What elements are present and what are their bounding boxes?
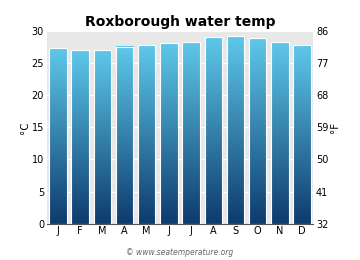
- Bar: [271, 42, 289, 224]
- Y-axis label: °F: °F: [330, 122, 340, 133]
- Title: Roxborough water temp: Roxborough water temp: [85, 15, 275, 29]
- Bar: [160, 43, 177, 224]
- Bar: [227, 36, 244, 224]
- Bar: [71, 50, 89, 224]
- Bar: [138, 45, 156, 224]
- Bar: [49, 48, 67, 224]
- Bar: [183, 42, 200, 224]
- Bar: [293, 45, 311, 224]
- Bar: [204, 37, 222, 224]
- Text: © www.seatemperature.org: © www.seatemperature.org: [126, 248, 234, 257]
- Bar: [94, 50, 111, 224]
- Bar: [249, 38, 266, 224]
- Y-axis label: °C: °C: [20, 121, 30, 134]
- Bar: [116, 47, 133, 224]
